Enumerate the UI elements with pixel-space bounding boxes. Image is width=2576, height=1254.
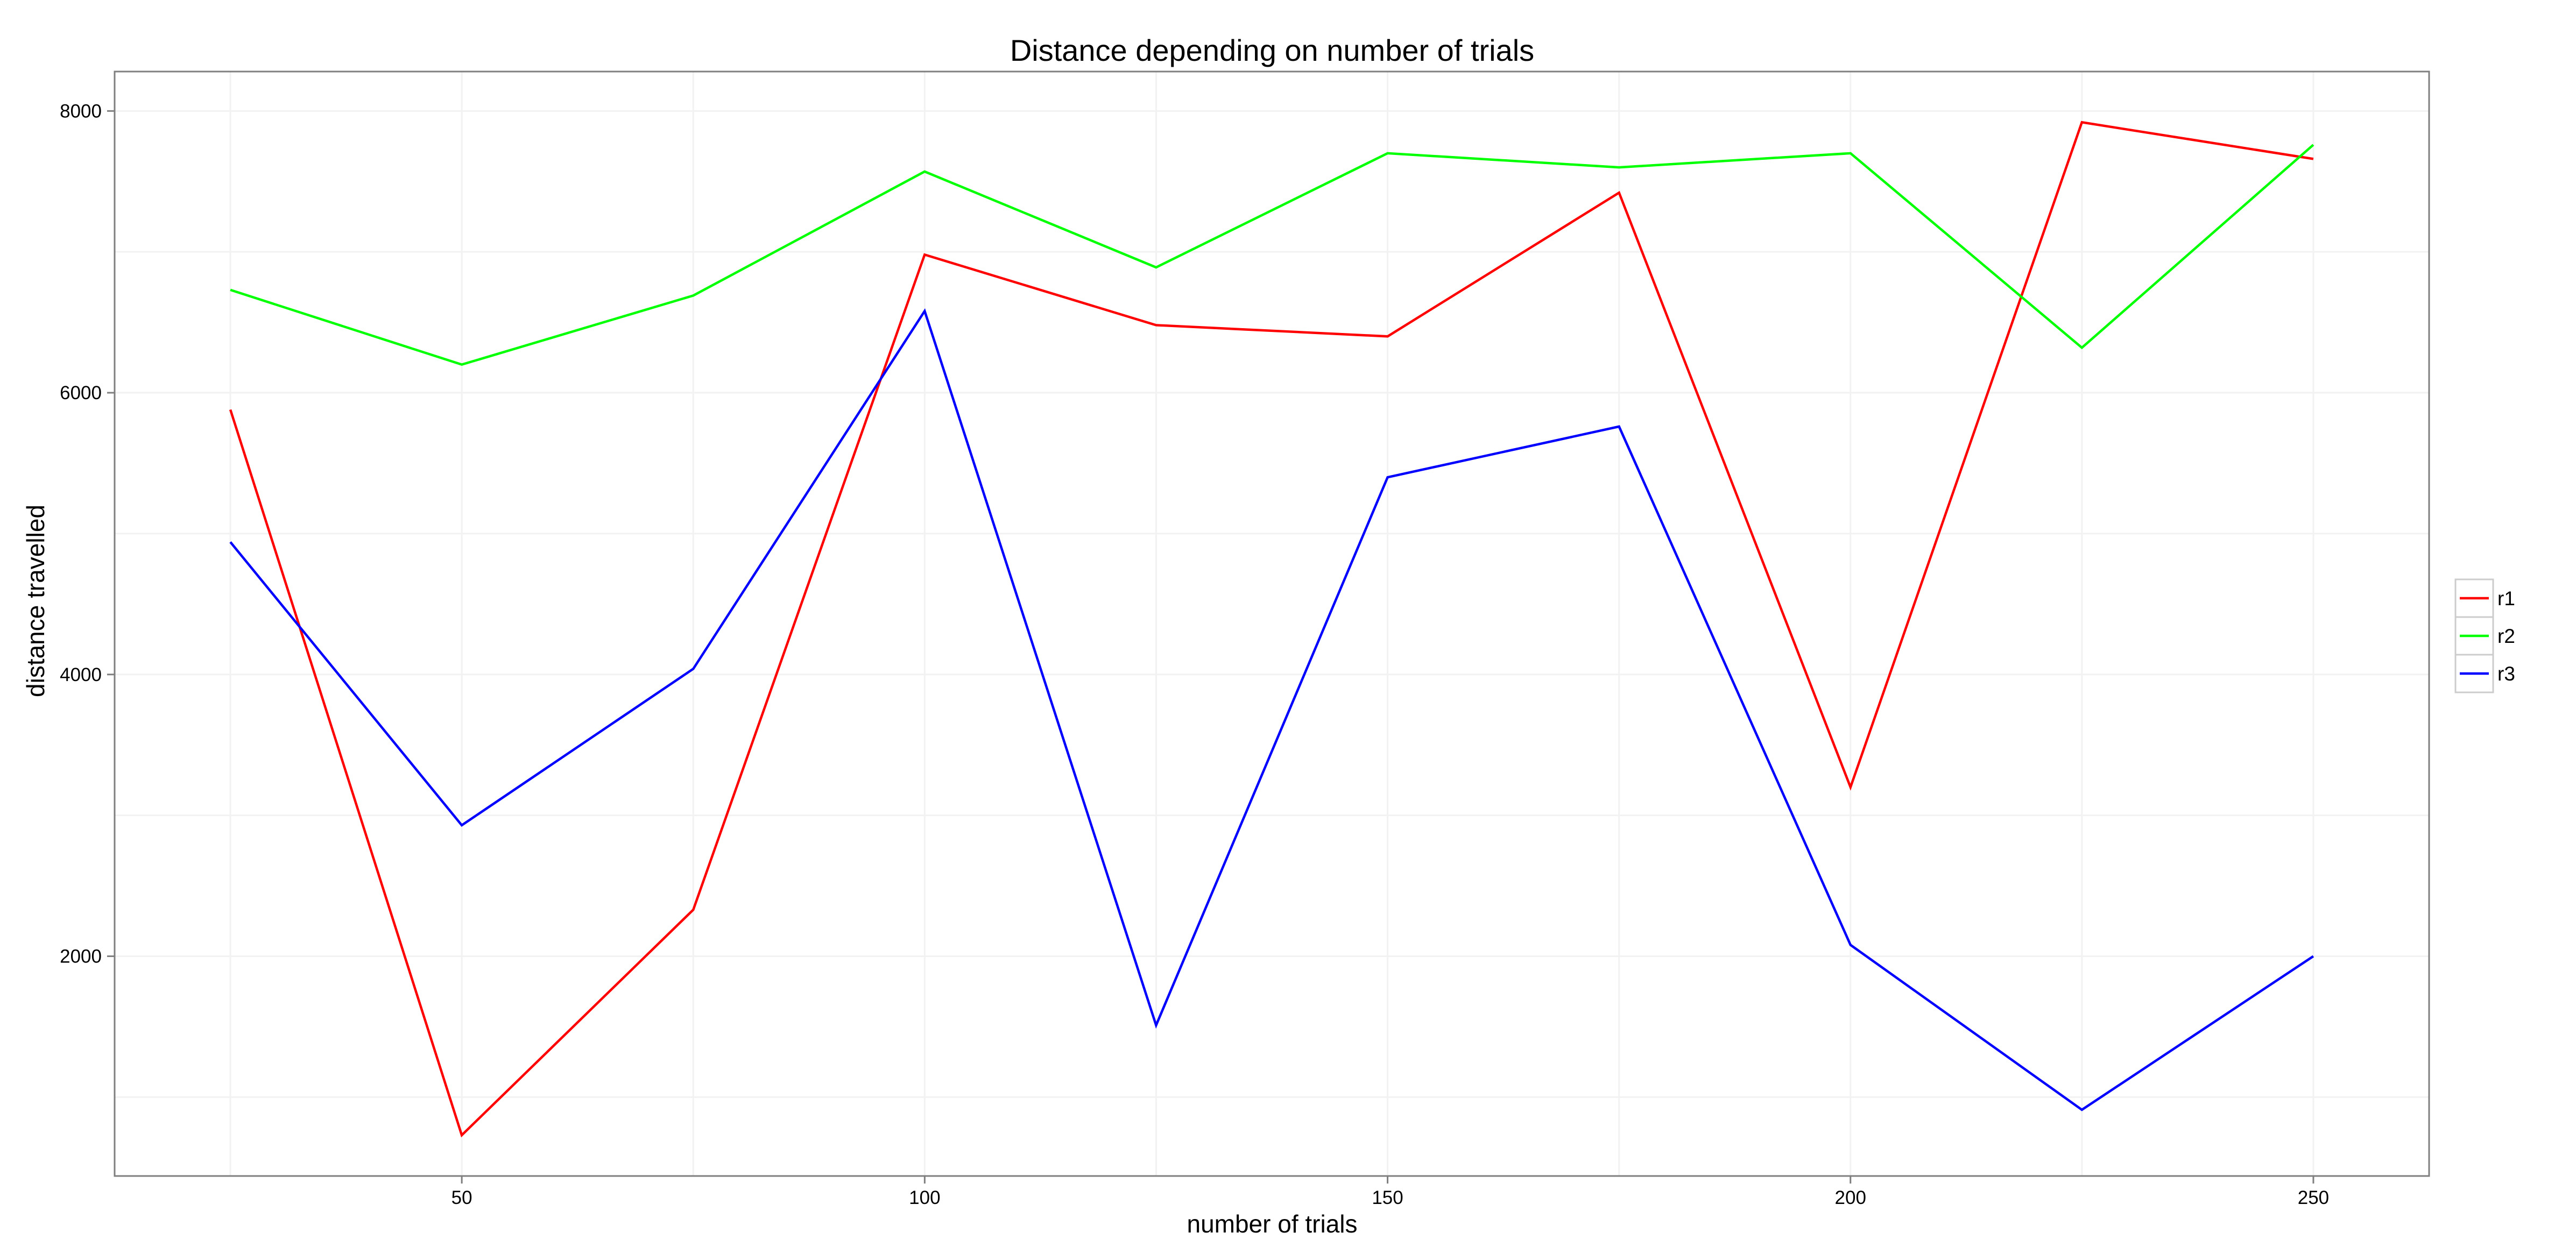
y-axis-title: distance travelled	[22, 505, 50, 697]
series-line-r2	[230, 144, 2314, 366]
series-line-r1	[229, 121, 2314, 1138]
y-tick-label: 6000	[60, 382, 102, 403]
y-tick-label: 8000	[60, 101, 102, 122]
x-tick-label: 200	[1835, 1187, 1866, 1208]
x-tick-label: 100	[909, 1187, 940, 1208]
x-tick-label: 250	[2298, 1187, 2329, 1208]
legend-label-r3: r3	[2497, 663, 2515, 685]
series-line-r3	[229, 308, 2314, 1111]
legend-label-r2: r2	[2497, 625, 2515, 647]
chart-title: Distance depending on number of trials	[1010, 33, 1534, 67]
legend-label-r1: r1	[2497, 587, 2515, 610]
x-tick-label: 150	[1372, 1187, 1403, 1208]
plot-panel-border	[114, 70, 2430, 1177]
x-axis-title: number of trials	[1187, 1210, 1357, 1238]
x-tick-label: 50	[451, 1187, 472, 1208]
legend: r1 r2 r3	[2454, 578, 2515, 693]
y-tick-label: 4000	[60, 664, 102, 685]
y-tick-label: 2000	[60, 946, 102, 967]
axis-ticks: 50 100 150 200 250 2000 4000 6000 8000	[60, 101, 2329, 1208]
series-lines	[229, 121, 2314, 1138]
